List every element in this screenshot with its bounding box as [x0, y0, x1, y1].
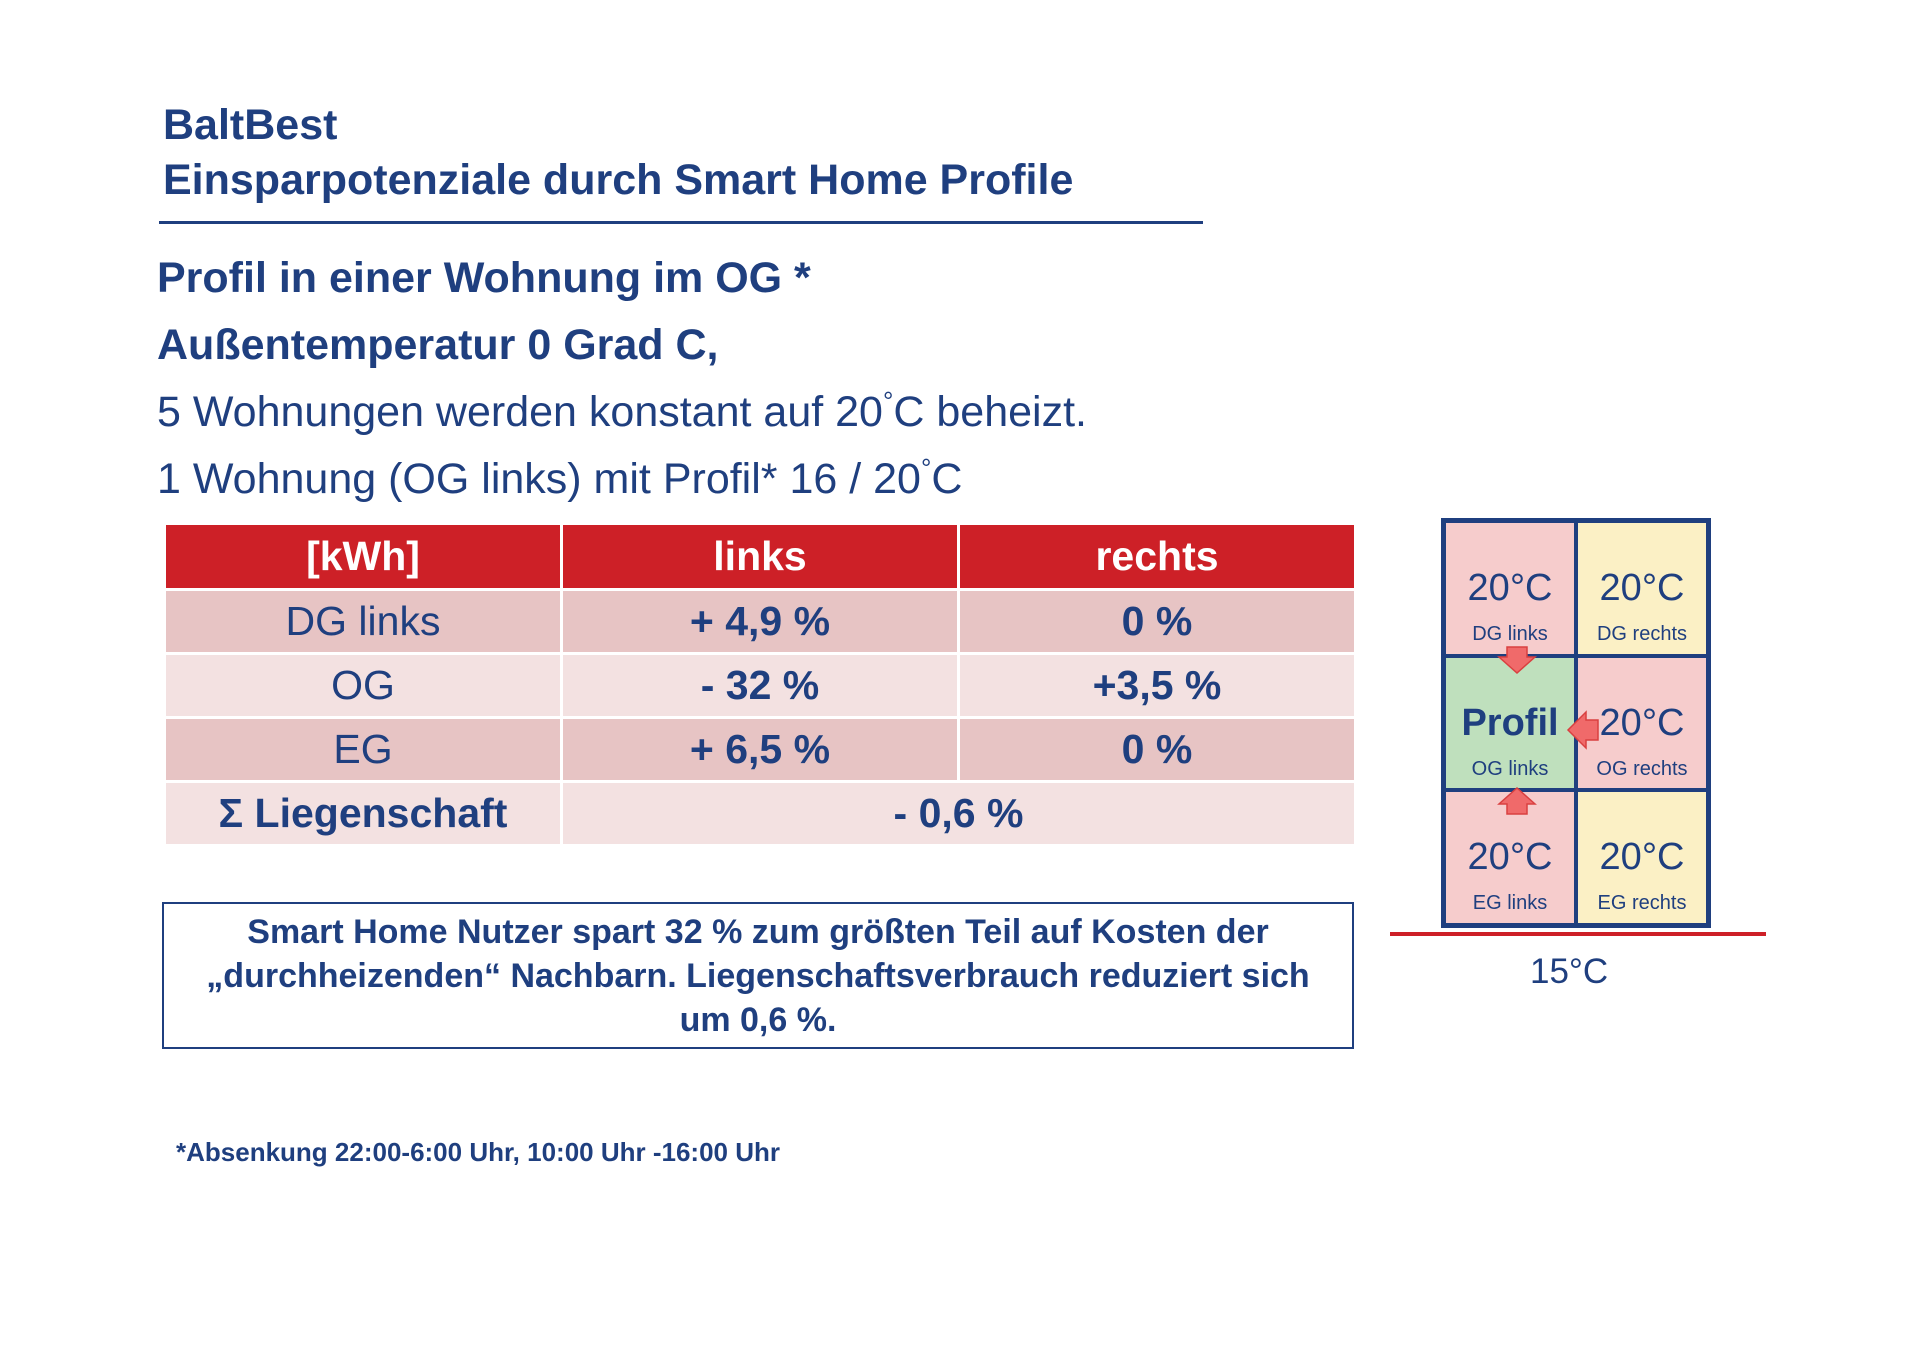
table-row: DG links + 4,9 % 0 % [163, 588, 1357, 655]
table-header-row: [kWh] links rechts [163, 522, 1357, 591]
ground-line [1390, 932, 1766, 936]
apartment-dg-rechts: 20°C DG rechts [1576, 521, 1708, 656]
title-line-1: BaltBest [163, 101, 338, 149]
ground-temperature: 15°C [1530, 952, 1609, 991]
subtitle-profile-apartment-text: 1 Wohnung (OG links) mit Profil* 16 / 20 [157, 455, 921, 503]
row-label: DG links [163, 588, 563, 655]
row-label: OG [163, 652, 563, 719]
subtitle-constant-heating-unit: C beheizt. [893, 388, 1087, 436]
apartment-name: EG rechts [1597, 892, 1687, 915]
subtitle-constant-heating-text: 5 Wohnungen werden konstant auf 20 [157, 388, 883, 436]
apartment-eg-links: 20°C EG links [1444, 790, 1576, 925]
subtitle-constant-heating: 5 Wohnungen werden konstant auf 20°C beh… [157, 386, 1087, 437]
apartment-eg-rechts: 20°C EG rechts [1576, 790, 1708, 925]
summary-text: Smart Home Nutzer spart 32 % zum größten… [206, 912, 1310, 1039]
apartment-name: OG rechts [1596, 757, 1688, 780]
arrow-up-icon [1497, 786, 1537, 815]
table-row: EG + 6,5 % 0 % [163, 716, 1357, 783]
title-line-2: Einsparpotenziale durch Smart Home Profi… [163, 156, 1074, 204]
header-links: links [560, 522, 960, 591]
cell-links: - 32 % [560, 652, 960, 719]
sum-value: - 0,6 % [560, 780, 1357, 847]
apartment-temp: Profil [1461, 701, 1559, 744]
apartment-temp: 20°C [1599, 836, 1685, 879]
apartment-temp: 20°C [1467, 836, 1553, 879]
summary-box: Smart Home Nutzer spart 32 % zum größten… [162, 902, 1354, 1049]
apartment-temp: 20°C [1599, 701, 1685, 744]
cell-rechts: +3,5 % [957, 652, 1357, 719]
table-sum-row: Σ Liegenschaft - 0,6 % [163, 780, 1357, 847]
sum-label: Σ Liegenschaft [163, 780, 563, 847]
table-row: OG - 32 % +3,5 % [163, 652, 1357, 719]
savings-table: [kWh] links rechts DG links + 4,9 % 0 % … [163, 522, 1357, 847]
arrow-down-icon [1497, 646, 1537, 675]
apartment-dg-links: 20°C DG links [1444, 521, 1576, 656]
cell-rechts: 0 % [957, 716, 1357, 783]
subtitle-profile-apartment: 1 Wohnung (OG links) mit Profil* 16 / 20… [157, 453, 963, 504]
header-rechts: rechts [957, 522, 1357, 591]
apartment-name: EG links [1472, 892, 1548, 915]
apartment-name: DG rechts [1596, 623, 1688, 645]
footnote: *Absenkung 22:00-6:00 Uhr, 10:00 Uhr -16… [176, 1137, 780, 1167]
degree-sign: ° [920, 453, 932, 483]
subtitle-outside-temp: Außentemperatur 0 Grad C, [157, 321, 719, 369]
apartment-og-links: Profil OG links [1444, 655, 1576, 791]
cell-rechts: 0 % [957, 588, 1357, 655]
title-divider [159, 221, 1203, 224]
subtitle-profile: Profil in einer Wohnung im OG * [157, 254, 811, 302]
row-label: EG [163, 716, 563, 783]
apartment-name: OG links [1471, 757, 1549, 780]
cell-links: + 4,9 % [560, 588, 960, 655]
apartment-temp: 20°C [1599, 567, 1685, 609]
apartment-temp: 20°C [1467, 567, 1553, 609]
slide-title: BaltBest Einsparpotenziale durch Smart H… [163, 98, 1203, 208]
subtitle-profile-apartment-unit: C [931, 455, 963, 503]
cell-links: + 6,5 % [560, 716, 960, 783]
arrow-left-icon [1566, 710, 1599, 750]
header-unit: [kWh] [163, 522, 563, 591]
degree-sign: ° [882, 386, 894, 416]
apartment-name: DG links [1472, 623, 1548, 645]
